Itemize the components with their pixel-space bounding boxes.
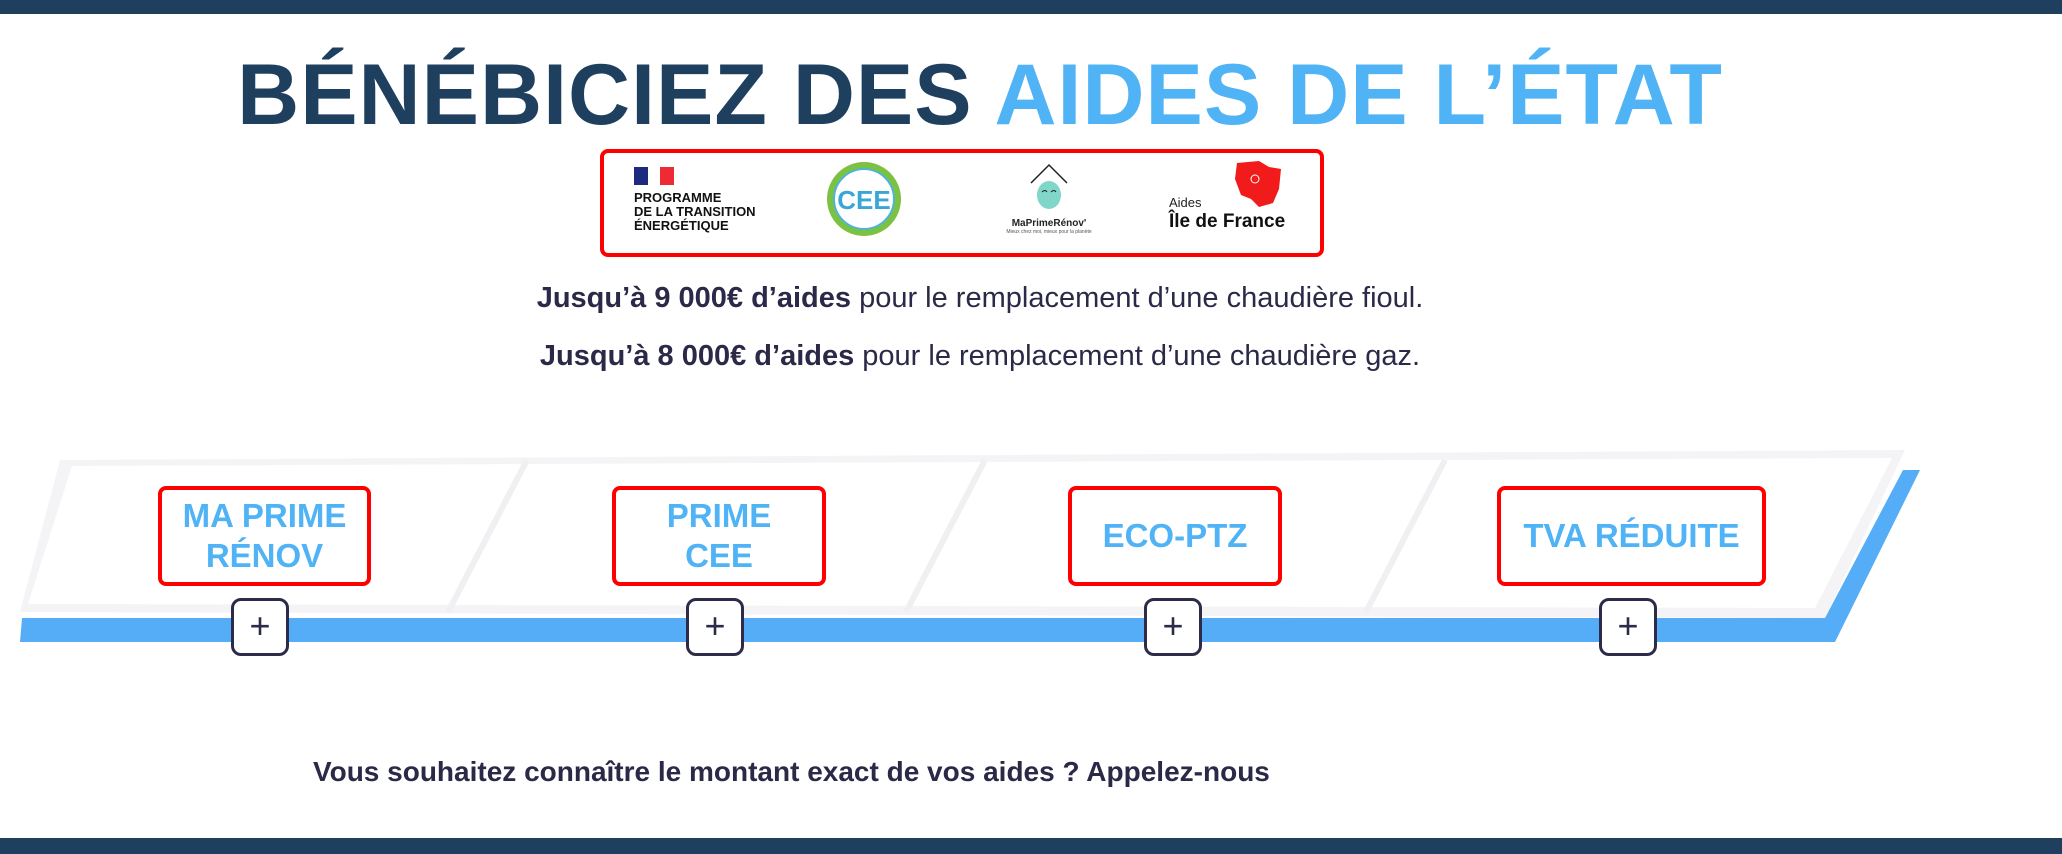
- aid-label: PRIME CEE: [666, 497, 772, 574]
- expand-tva-reduite-button[interactable]: +: [1599, 598, 1657, 656]
- aid-label: TVA RÉDUITE: [1523, 517, 1740, 554]
- intro-2-bold: Jusqu’à 8 000€ d’aides: [539, 340, 855, 372]
- bottom-bar: [0, 838, 2062, 854]
- logos-panel: PROGRAMME DE LA TRANSITION ÉNERGÉTIQUE C…: [600, 149, 1324, 257]
- intro-1-bold: Jusqu’à 9 000€ d’aides: [536, 282, 852, 314]
- aid-prime-cee[interactable]: PRIME CEE: [612, 486, 826, 586]
- band-divider: [903, 458, 988, 614]
- programme-line-1: PROGRAMME: [634, 190, 722, 205]
- plus-icon: +: [1162, 605, 1184, 646]
- programme-line-2: DE LA TRANSITION: [634, 204, 756, 219]
- page-title: BÉNÉBICIEZ DES AIDES DE L’ÉTAT: [0, 46, 1960, 145]
- house-smile-icon: [1030, 163, 1068, 209]
- cee-badge-icon: CEE: [827, 162, 901, 236]
- idf-map-icon: [1235, 161, 1281, 207]
- aid-eco-ptz[interactable]: ECO-PTZ: [1068, 486, 1282, 586]
- plus-icon: +: [1617, 605, 1639, 646]
- aid-ma-prime-renov[interactable]: MA PRIME RÉNOV: [158, 486, 371, 586]
- idf-big-text: Île de France: [1169, 211, 1286, 232]
- band-divider: [1363, 458, 1448, 614]
- expand-prime-cee-button[interactable]: +: [686, 598, 744, 656]
- band-divider: [445, 458, 530, 614]
- aids-band: [20, 450, 1920, 642]
- idf-logo: Aides Île de France: [1169, 161, 1299, 245]
- title-part-2: AIDES DE L’ÉTAT: [994, 47, 1723, 143]
- idf-small-text: Aides: [1169, 195, 1202, 210]
- intro-1-rest: pour le remplacement d’une chaudière fio…: [851, 282, 1424, 314]
- expand-eco-ptz-button[interactable]: +: [1144, 598, 1202, 656]
- maprimerenov-logo: MaPrimeRénov' Mieux chez moi, mieux pour…: [994, 161, 1104, 245]
- top-bar: [0, 0, 2062, 14]
- cee-text: CEE: [837, 185, 890, 215]
- programme-line-3: ÉNERGÉTIQUE: [634, 218, 729, 233]
- intro-line-2: Jusqu’à 8 000€ d’aides pour le remplacem…: [0, 340, 1960, 373]
- call-to-action[interactable]: Vous souhaitez connaître le montant exac…: [313, 756, 1270, 787]
- intro-line-1: Jusqu’à 9 000€ d’aides pour le remplacem…: [0, 282, 1960, 315]
- expand-ma-prime-renov-button[interactable]: +: [231, 598, 289, 656]
- programme-transition-logo: PROGRAMME DE LA TRANSITION ÉNERGÉTIQUE: [634, 167, 756, 251]
- aid-label: ECO-PTZ: [1102, 517, 1248, 554]
- cee-logo: CEE: [824, 159, 904, 243]
- title-part-1: BÉNÉBICIEZ DES: [237, 47, 995, 143]
- maprimerenov-text: MaPrimeRénov': [1011, 218, 1087, 229]
- plus-icon: +: [249, 605, 271, 646]
- french-flag-icon: [634, 167, 756, 185]
- maprimerenov-tagline: Mieux chez moi, mieux pour la planète: [1006, 229, 1092, 235]
- intro-2-rest: pour le remplacement d’une chaudière gaz…: [854, 340, 1421, 372]
- plus-icon: +: [704, 605, 726, 646]
- band-blue-strip: [20, 470, 1920, 642]
- aid-tva-reduite[interactable]: TVA RÉDUITE: [1497, 486, 1766, 586]
- aid-label: MA PRIME RÉNOV: [182, 497, 347, 574]
